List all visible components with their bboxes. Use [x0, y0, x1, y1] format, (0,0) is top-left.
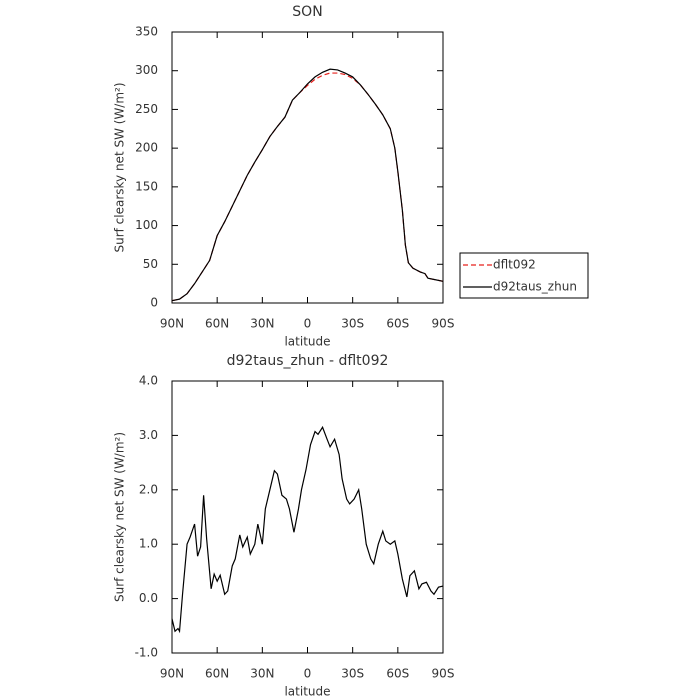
x-tick-label: 60N — [205, 317, 229, 331]
legend-label: dflt092 — [493, 258, 536, 272]
y-tick-label: 150 — [135, 179, 158, 193]
x-tick-label: 30N — [250, 317, 274, 331]
y-tick-label: 1.0 — [139, 537, 158, 551]
y-tick-label: -1.0 — [135, 646, 158, 660]
y-tick-label: 0.0 — [139, 591, 158, 605]
x-axis-label: latitude — [284, 685, 330, 699]
x-tick-label: 90N — [160, 667, 184, 681]
x-tick-label: 30N — [250, 667, 274, 681]
y-tick-label: 350 — [135, 25, 158, 39]
chart-title: SON — [292, 4, 322, 20]
series-line — [171, 72, 444, 302]
chart-title: d92taus_zhun - dflt092 — [227, 353, 389, 369]
x-tick-label: 60S — [386, 667, 409, 681]
plot-frame — [171, 31, 444, 304]
y-axis-label: Surf clearsky net SW (W/m²) — [113, 82, 127, 252]
x-tick-label: 0 — [304, 317, 312, 331]
y-tick-label: 300 — [135, 63, 158, 77]
x-tick-label: 90S — [432, 317, 455, 331]
y-axis-label: Surf clearsky net SW (W/m²) — [113, 432, 127, 602]
y-tick-label: 4.0 — [139, 374, 158, 388]
y-tick-label: 200 — [135, 141, 158, 155]
x-axis-label: latitude — [284, 335, 330, 349]
x-tick-label: 60N — [205, 667, 229, 681]
plot-frame — [171, 380, 444, 654]
x-tick-label: 30S — [341, 667, 364, 681]
legend-box — [459, 252, 589, 299]
x-tick-label: 0 — [304, 667, 312, 681]
x-tick-label: 60S — [386, 317, 409, 331]
x-tick-label: 90S — [432, 667, 455, 681]
legend-label: d92taus_zhun — [493, 280, 577, 294]
series-line — [171, 68, 444, 302]
y-tick-label: 0 — [150, 296, 158, 310]
series-line — [171, 425, 444, 634]
y-tick-label: 250 — [135, 102, 158, 116]
y-tick-label: 2.0 — [139, 482, 158, 496]
y-tick-label: 50 — [143, 257, 158, 271]
y-tick-label: 100 — [135, 218, 158, 232]
x-tick-label: 30S — [341, 317, 364, 331]
y-tick-label: 3.0 — [139, 428, 158, 442]
x-tick-label: 90N — [160, 317, 184, 331]
